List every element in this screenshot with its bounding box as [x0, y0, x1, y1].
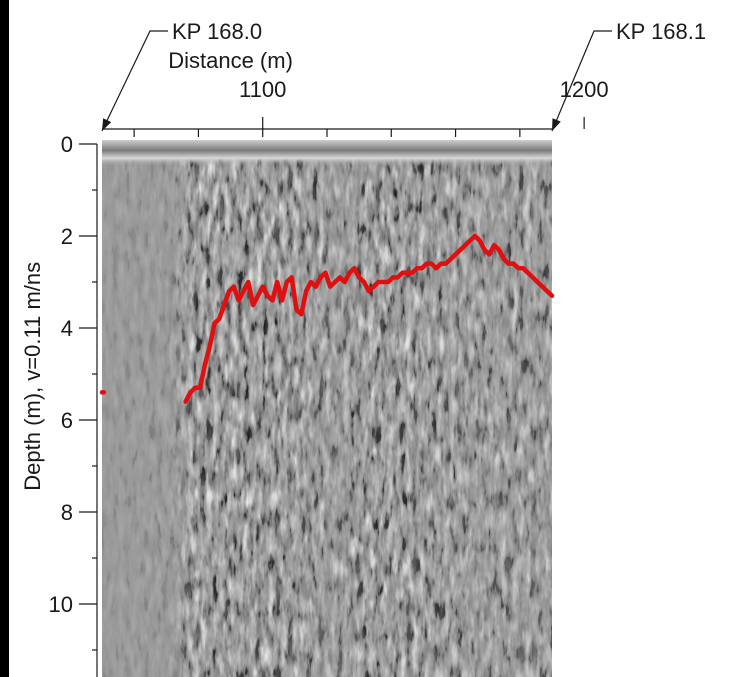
x-axis: 1100 1200 — [102, 77, 609, 137]
kp-marker-start: KP 168.0 — [101, 19, 262, 132]
x-tick-label: 1100 — [239, 77, 286, 102]
y-axis: 0 2 4 6 8 10 — [49, 132, 98, 677]
kp-label: KP 168.1 — [616, 19, 706, 44]
kp-label: KP 168.0 — [172, 19, 262, 44]
kp-markers: KP 168.0 KP 168.1 — [101, 19, 706, 132]
y-axis-label: Depth (m), v=0.11 m/ns — [20, 262, 45, 491]
y-tick-label: 0 — [61, 132, 73, 157]
kp-leader-line — [551, 30, 612, 132]
kp-arrowhead — [102, 118, 112, 131]
horizon-segment-2 — [183, 233, 555, 404]
y-tick-label: 10 — [49, 592, 73, 617]
radargram-image — [102, 140, 552, 677]
y-tick-label: 6 — [61, 408, 73, 433]
y-tick-label: 2 — [61, 224, 73, 249]
kp-arrowhead — [552, 118, 561, 131]
kp-leader-line — [101, 30, 168, 132]
interpreted-horizon-line — [99, 233, 555, 404]
left-border-bar — [0, 0, 9, 677]
x-tick-label: 1200 — [560, 77, 609, 102]
series-layer — [99, 233, 555, 404]
kp-marker-end: KP 168.1 — [551, 19, 706, 132]
x-axis-label: Distance (m) — [168, 48, 293, 73]
y-tick-label: 8 — [61, 500, 73, 525]
y-tick-label: 4 — [61, 316, 73, 341]
